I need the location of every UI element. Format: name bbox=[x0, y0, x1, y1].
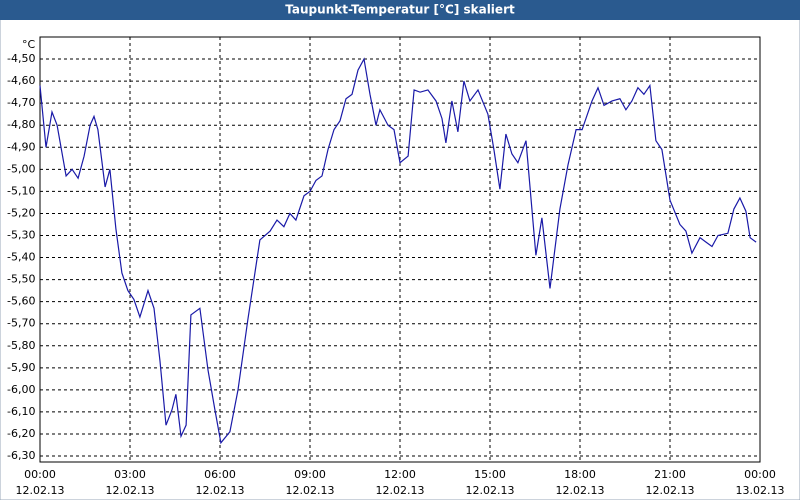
y-tick-label: -4,70 bbox=[7, 96, 35, 109]
x-tick-label: 06:00 bbox=[204, 468, 236, 481]
y-tick-label: -4,60 bbox=[7, 74, 35, 87]
y-tick-label: -5,70 bbox=[7, 317, 35, 330]
x-tick-label: 03:00 bbox=[114, 468, 146, 481]
x-tick-label: 21:00 bbox=[654, 468, 686, 481]
y-tick-label: -5,80 bbox=[7, 339, 35, 352]
x-tick-date: 12.02.13 bbox=[286, 484, 335, 497]
y-tick-label: -5,90 bbox=[7, 361, 35, 374]
x-tick-date: 12.02.13 bbox=[646, 484, 695, 497]
x-tick-date: 12.02.13 bbox=[196, 484, 245, 497]
title-bar bbox=[0, 0, 800, 20]
y-tick-label: -5,40 bbox=[7, 251, 35, 264]
y-tick-label: -4,80 bbox=[7, 118, 35, 131]
y-tick-label: -5,50 bbox=[7, 273, 35, 286]
y-tick-label: -5,30 bbox=[7, 228, 35, 241]
x-tick-date: 12.02.13 bbox=[106, 484, 155, 497]
data-line bbox=[39, 57, 757, 445]
y-unit: °C bbox=[22, 38, 36, 51]
x-tick-label: 15:00 bbox=[474, 468, 506, 481]
x-tick-label: 09:00 bbox=[294, 468, 326, 481]
y-tick-label: -6,10 bbox=[7, 405, 35, 418]
y-tick-label: -4,90 bbox=[7, 140, 35, 153]
x-tick-label: 00:00 bbox=[744, 468, 776, 481]
x-tick-date: 12.02.13 bbox=[376, 484, 425, 497]
y-tick-label: -6,20 bbox=[7, 427, 35, 440]
x-tick-label: 00:00 bbox=[24, 468, 56, 481]
x-tick-label: 12:00 bbox=[384, 468, 416, 481]
y-tick-label: -5,60 bbox=[7, 295, 35, 308]
y-tick-label: -4,50 bbox=[7, 52, 35, 65]
x-tick-label: 18:00 bbox=[564, 468, 596, 481]
chart-title: Taupunkt-Temperatur [°C] skaliert bbox=[285, 3, 515, 17]
y-tick-label: -5,20 bbox=[7, 206, 35, 219]
x-tick-date: 12.02.13 bbox=[466, 484, 515, 497]
y-tick-label: -5,00 bbox=[7, 162, 35, 175]
x-tick-date: 12.02.13 bbox=[16, 484, 65, 497]
x-tick-date: 12.02.13 bbox=[556, 484, 605, 497]
x-tick-date: 13.02.13 bbox=[736, 484, 785, 497]
y-tick-label: -6,30 bbox=[7, 449, 35, 462]
y-tick-label: -6,00 bbox=[7, 383, 35, 396]
y-tick-label: -5,10 bbox=[7, 184, 35, 197]
